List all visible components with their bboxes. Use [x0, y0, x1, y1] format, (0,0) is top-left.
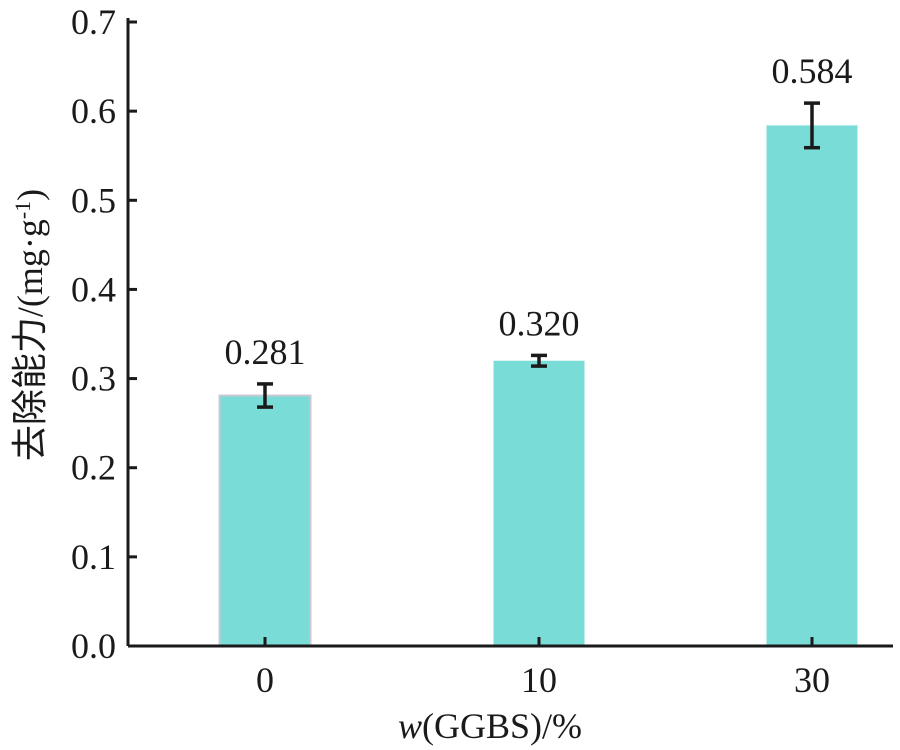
- error-bars-group: [257, 101, 820, 409]
- bar-value-label: 0.281: [225, 332, 306, 372]
- x-tick-label: 0: [256, 660, 274, 700]
- y-ticks-group: 0.0 0.1 0.2 0.3 0.4 0.5 0.6 0.7: [71, 2, 137, 666]
- error-bar: [257, 382, 273, 409]
- y-tick-label: 0.5: [71, 180, 116, 220]
- x-axis-title-rest: (GGBS)/%: [422, 706, 582, 746]
- bar: [493, 360, 585, 646]
- x-ticks-group: 0 10 30: [256, 637, 830, 700]
- y-axis-title-main: 去除能力/(mg·g: [10, 219, 50, 461]
- y-tick-label: 0.4: [71, 269, 116, 309]
- x-axis-title: w(GGBS)/%: [398, 706, 582, 746]
- y-tick-label: 0.6: [71, 91, 116, 131]
- bars-group: [218, 125, 858, 647]
- y-tick-label: 0.3: [71, 359, 116, 399]
- x-tick-label: 10: [521, 660, 557, 700]
- y-axis-title-close: ): [10, 189, 50, 201]
- bar: [766, 125, 858, 647]
- error-bar: [804, 101, 820, 150]
- y-tick-label: 0.2: [71, 448, 116, 488]
- y-tick-label: 0.0: [71, 626, 116, 666]
- bar-value-label: 0.320: [499, 303, 580, 343]
- y-tick-label: 0.7: [71, 2, 116, 42]
- y-axis-title: 去除能力/(mg·g-1): [10, 189, 51, 461]
- y-tick-label: 0.1: [71, 537, 116, 577]
- x-tick-label: 30: [794, 660, 830, 700]
- value-labels-group: 0.281 0.320 0.584: [225, 51, 853, 372]
- x-axis-title-italic: w: [398, 706, 422, 746]
- axes-group: [126, 18, 893, 648]
- bar-value-label: 0.584: [772, 51, 853, 91]
- bar: [218, 394, 312, 647]
- y-axis-title-sup: -1: [10, 201, 35, 219]
- error-bar: [531, 353, 547, 368]
